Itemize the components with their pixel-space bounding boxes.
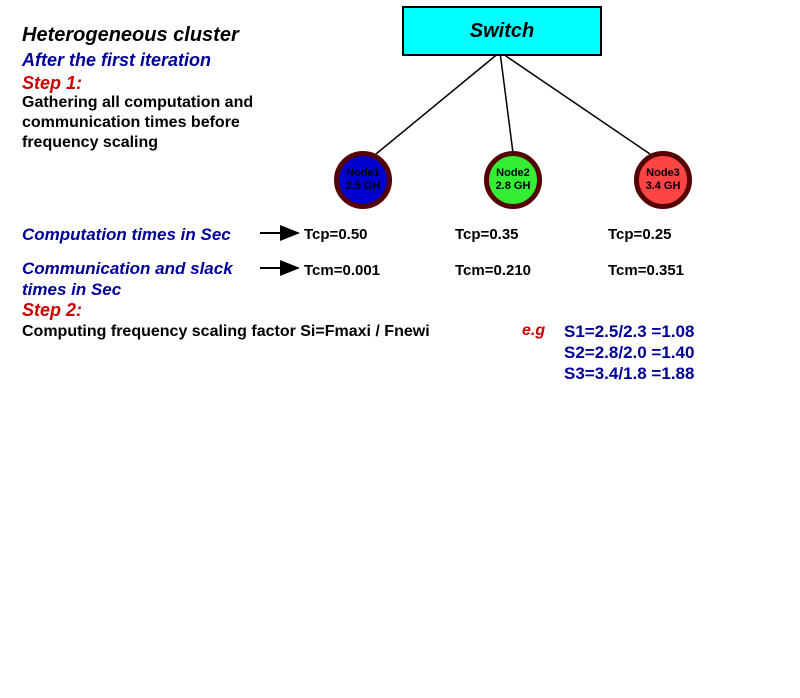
node1-tcm: Tcm=0.001 [304,262,380,279]
scaling-calc-2: S2=2.8/2.0 =1.40 [564,343,694,363]
node2-tcm: Tcm=0.210 [455,262,531,279]
node2-tcp: Tcp=0.35 [455,226,519,243]
step2-label: Step 2: [22,300,82,321]
edge-switch-node3 [500,52,650,154]
step2-text: Computing frequency scaling factor Si=Fm… [22,322,430,342]
node1: Node12.5 GH [334,151,392,209]
step1-text: Gathering all computation and communicat… [22,93,253,153]
node3-tcm: Tcm=0.351 [608,262,684,279]
scaling-calc-3: S3=3.4/1.8 =1.88 [564,364,694,384]
edge-switch-node1 [376,52,500,154]
switch-node: Switch [402,6,602,56]
node3-label: Node33.4 GH [646,167,681,192]
node3: Node33.4 GH [634,151,692,209]
communication-times-label: Communication and slack times in Sec [22,258,233,301]
page-title: Heterogeneous cluster [22,24,239,47]
scaling-calc-1: S1=2.5/2.3 =1.08 [564,322,694,342]
eg-label: e.g [522,322,545,340]
node2: Node22.8 GH [484,151,542,209]
node3-tcp: Tcp=0.25 [608,226,672,243]
node2-label: Node22.8 GH [496,167,531,192]
step1-label: Step 1: [22,73,82,94]
subtitle: After the first iteration [22,50,211,71]
edge-switch-node2 [500,52,513,153]
node1-label: Node12.5 GH [346,167,381,192]
switch-label: Switch [470,20,534,42]
computation-times-label: Computation times in Sec [22,224,231,245]
node1-tcp: Tcp=0.50 [304,226,368,243]
